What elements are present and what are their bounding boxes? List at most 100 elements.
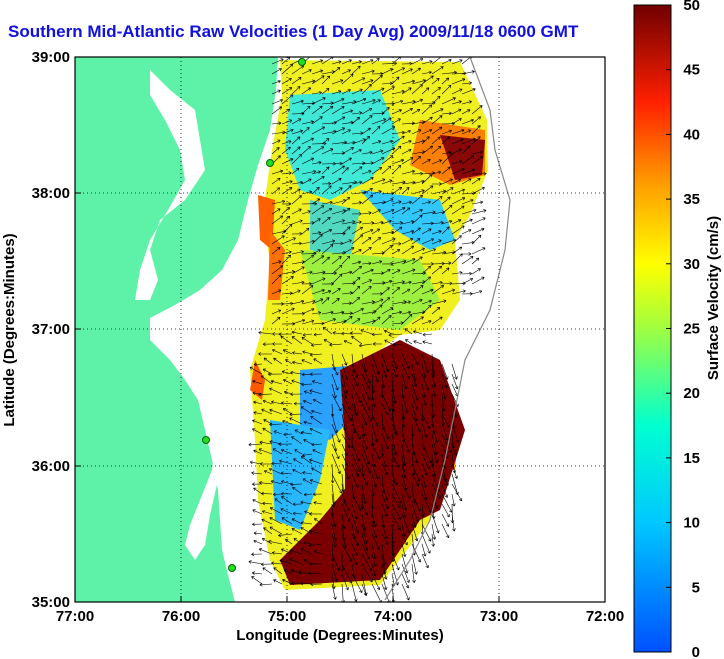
colorbar-tick-label: 15 [683, 450, 700, 467]
velocity-arrow [401, 393, 409, 414]
velocity-arrow [421, 116, 433, 125]
velocity-arrow [310, 416, 323, 425]
velocity-arrow [411, 563, 416, 583]
velocity-arrow [301, 127, 310, 135]
velocity-arrow [261, 491, 273, 496]
velocity-arrow [351, 318, 361, 325]
velocity-arrow [302, 399, 313, 405]
velocity-arrow [351, 543, 359, 557]
velocity-arrow [268, 539, 283, 545]
velocity-arrow [331, 473, 343, 494]
velocity-arrow [331, 256, 342, 265]
velocity-arrow [311, 343, 323, 347]
velocity-arrow [441, 288, 456, 295]
velocity-arrow [291, 146, 301, 155]
velocity-arrow [401, 310, 412, 315]
velocity-arrow [291, 77, 302, 85]
velocity-arrow [252, 499, 263, 505]
velocity-arrow [311, 126, 326, 135]
velocity-arrow [461, 198, 474, 205]
velocity-arrow [401, 157, 414, 165]
velocity-arrow [401, 107, 413, 115]
velocity-arrow [371, 99, 381, 105]
velocity-arrow [253, 487, 263, 495]
velocity-arrow [291, 528, 303, 535]
velocity-arrow [381, 503, 388, 517]
velocity-arrow [411, 453, 416, 476]
colorbar [633, 4, 672, 653]
velocity-arrow [401, 523, 407, 537]
velocity-arrow [361, 115, 373, 125]
velocity-arrow [381, 423, 390, 440]
velocity-arrow [371, 563, 377, 577]
velocity-arrow [451, 423, 460, 443]
velocity-arrow [301, 146, 311, 155]
velocity-arrow [471, 247, 486, 255]
velocity-arrow [331, 273, 343, 285]
velocity-arrow [381, 523, 388, 540]
velocity-arrow [405, 339, 413, 345]
velocity-arrow [290, 370, 303, 375]
velocity-arrow [259, 582, 273, 587]
velocity-arrow [272, 348, 283, 355]
velocity-arrow [323, 339, 333, 345]
velocity-arrow [351, 111, 363, 115]
velocity-arrow [281, 140, 292, 145]
velocity-arrow [341, 383, 348, 399]
velocity-arrow [291, 153, 302, 165]
velocity-arrow [431, 108, 444, 115]
velocity-arrow [267, 372, 283, 376]
velocity-arrow [274, 498, 283, 505]
velocity-arrow [441, 196, 451, 205]
velocity-arrow [300, 581, 313, 586]
velocity-arrow [351, 265, 362, 275]
velocity-arrow [401, 87, 412, 95]
velocity-arrow [311, 442, 323, 447]
velocity-arrow [262, 427, 273, 435]
velocity-arrow [422, 332, 433, 337]
velocity-arrow [281, 215, 291, 225]
colorbar-tick-label: 30 [683, 256, 700, 273]
velocity-arrow [281, 146, 291, 155]
velocity-arrow [461, 155, 475, 165]
velocity-arrow [431, 145, 442, 155]
velocity-arrow [421, 174, 433, 185]
velocity-arrow [461, 118, 474, 125]
velocity-arrow [361, 98, 376, 105]
velocity-arrow [401, 200, 412, 205]
velocity-arrow [351, 353, 356, 373]
velocity-arrow [411, 79, 426, 85]
velocity-arrow [401, 68, 413, 75]
velocity-arrow [302, 478, 313, 485]
velocity-arrow [360, 329, 373, 335]
velocity-arrow [351, 116, 360, 125]
velocity-arrow [391, 158, 405, 165]
velocity-arrow [341, 493, 350, 511]
velocity-arrow [291, 318, 306, 325]
velocity-arrow [391, 280, 405, 285]
velocity-arrow [258, 548, 273, 555]
velocity-arrow [401, 313, 413, 325]
velocity-arrow [281, 401, 293, 405]
velocity-arrow [384, 339, 393, 345]
velocity-arrow [441, 363, 449, 380]
velocity-arrow [401, 503, 407, 519]
velocity-arrow [421, 265, 431, 275]
velocity-arrow [302, 333, 313, 337]
velocity-arrow [411, 256, 423, 265]
velocity-arrow [311, 186, 320, 195]
velocity-arrow [361, 413, 368, 426]
velocity-arrow [351, 553, 358, 566]
velocity-arrow [471, 257, 480, 265]
velocity-arrow [381, 117, 392, 125]
velocity-arrow [371, 363, 379, 383]
velocity-arrow [421, 373, 430, 391]
velocity-arrow [401, 288, 411, 295]
velocity-arrow [309, 479, 323, 485]
velocity-arrow [301, 285, 314, 295]
velocity-arrow [331, 219, 345, 225]
velocity-arrow [361, 310, 377, 315]
velocity-arrow [361, 423, 366, 437]
velocity-arrow [311, 116, 323, 125]
